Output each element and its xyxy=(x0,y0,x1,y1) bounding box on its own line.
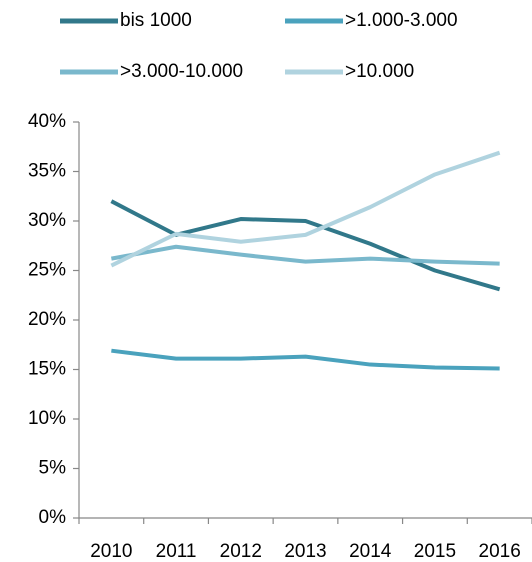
legend-label: >3.000-10.000 xyxy=(120,61,243,82)
y-tick-label: 5% xyxy=(39,458,67,479)
x-tick-label: 2015 xyxy=(414,541,456,562)
x-tick-label: 2011 xyxy=(156,541,197,562)
y-tick-label: 35% xyxy=(28,161,66,182)
y-tick-label: 30% xyxy=(28,210,66,231)
y-tick-label: 10% xyxy=(28,408,66,429)
y-tick-label: 20% xyxy=(28,309,66,330)
y-tick-label: 15% xyxy=(28,359,66,380)
legend-label: >1.000-3.000 xyxy=(345,10,458,31)
y-tick-label: 0% xyxy=(39,507,67,528)
x-tick-label: 2016 xyxy=(479,541,521,562)
x-tick-label: 2012 xyxy=(220,541,262,562)
series-line xyxy=(110,199,501,292)
legend-label: >10.000 xyxy=(345,61,414,82)
y-tick-label: 40% xyxy=(28,111,66,132)
series-line xyxy=(111,348,500,371)
legend-label: bis 1000 xyxy=(120,10,192,31)
series-line xyxy=(110,150,501,268)
y-tick-label: 25% xyxy=(28,260,66,281)
x-tick-label: 2013 xyxy=(284,541,326,562)
x-tick-label: 2014 xyxy=(349,541,392,562)
series-line xyxy=(110,244,500,266)
x-tick-label: 2010 xyxy=(90,541,132,562)
